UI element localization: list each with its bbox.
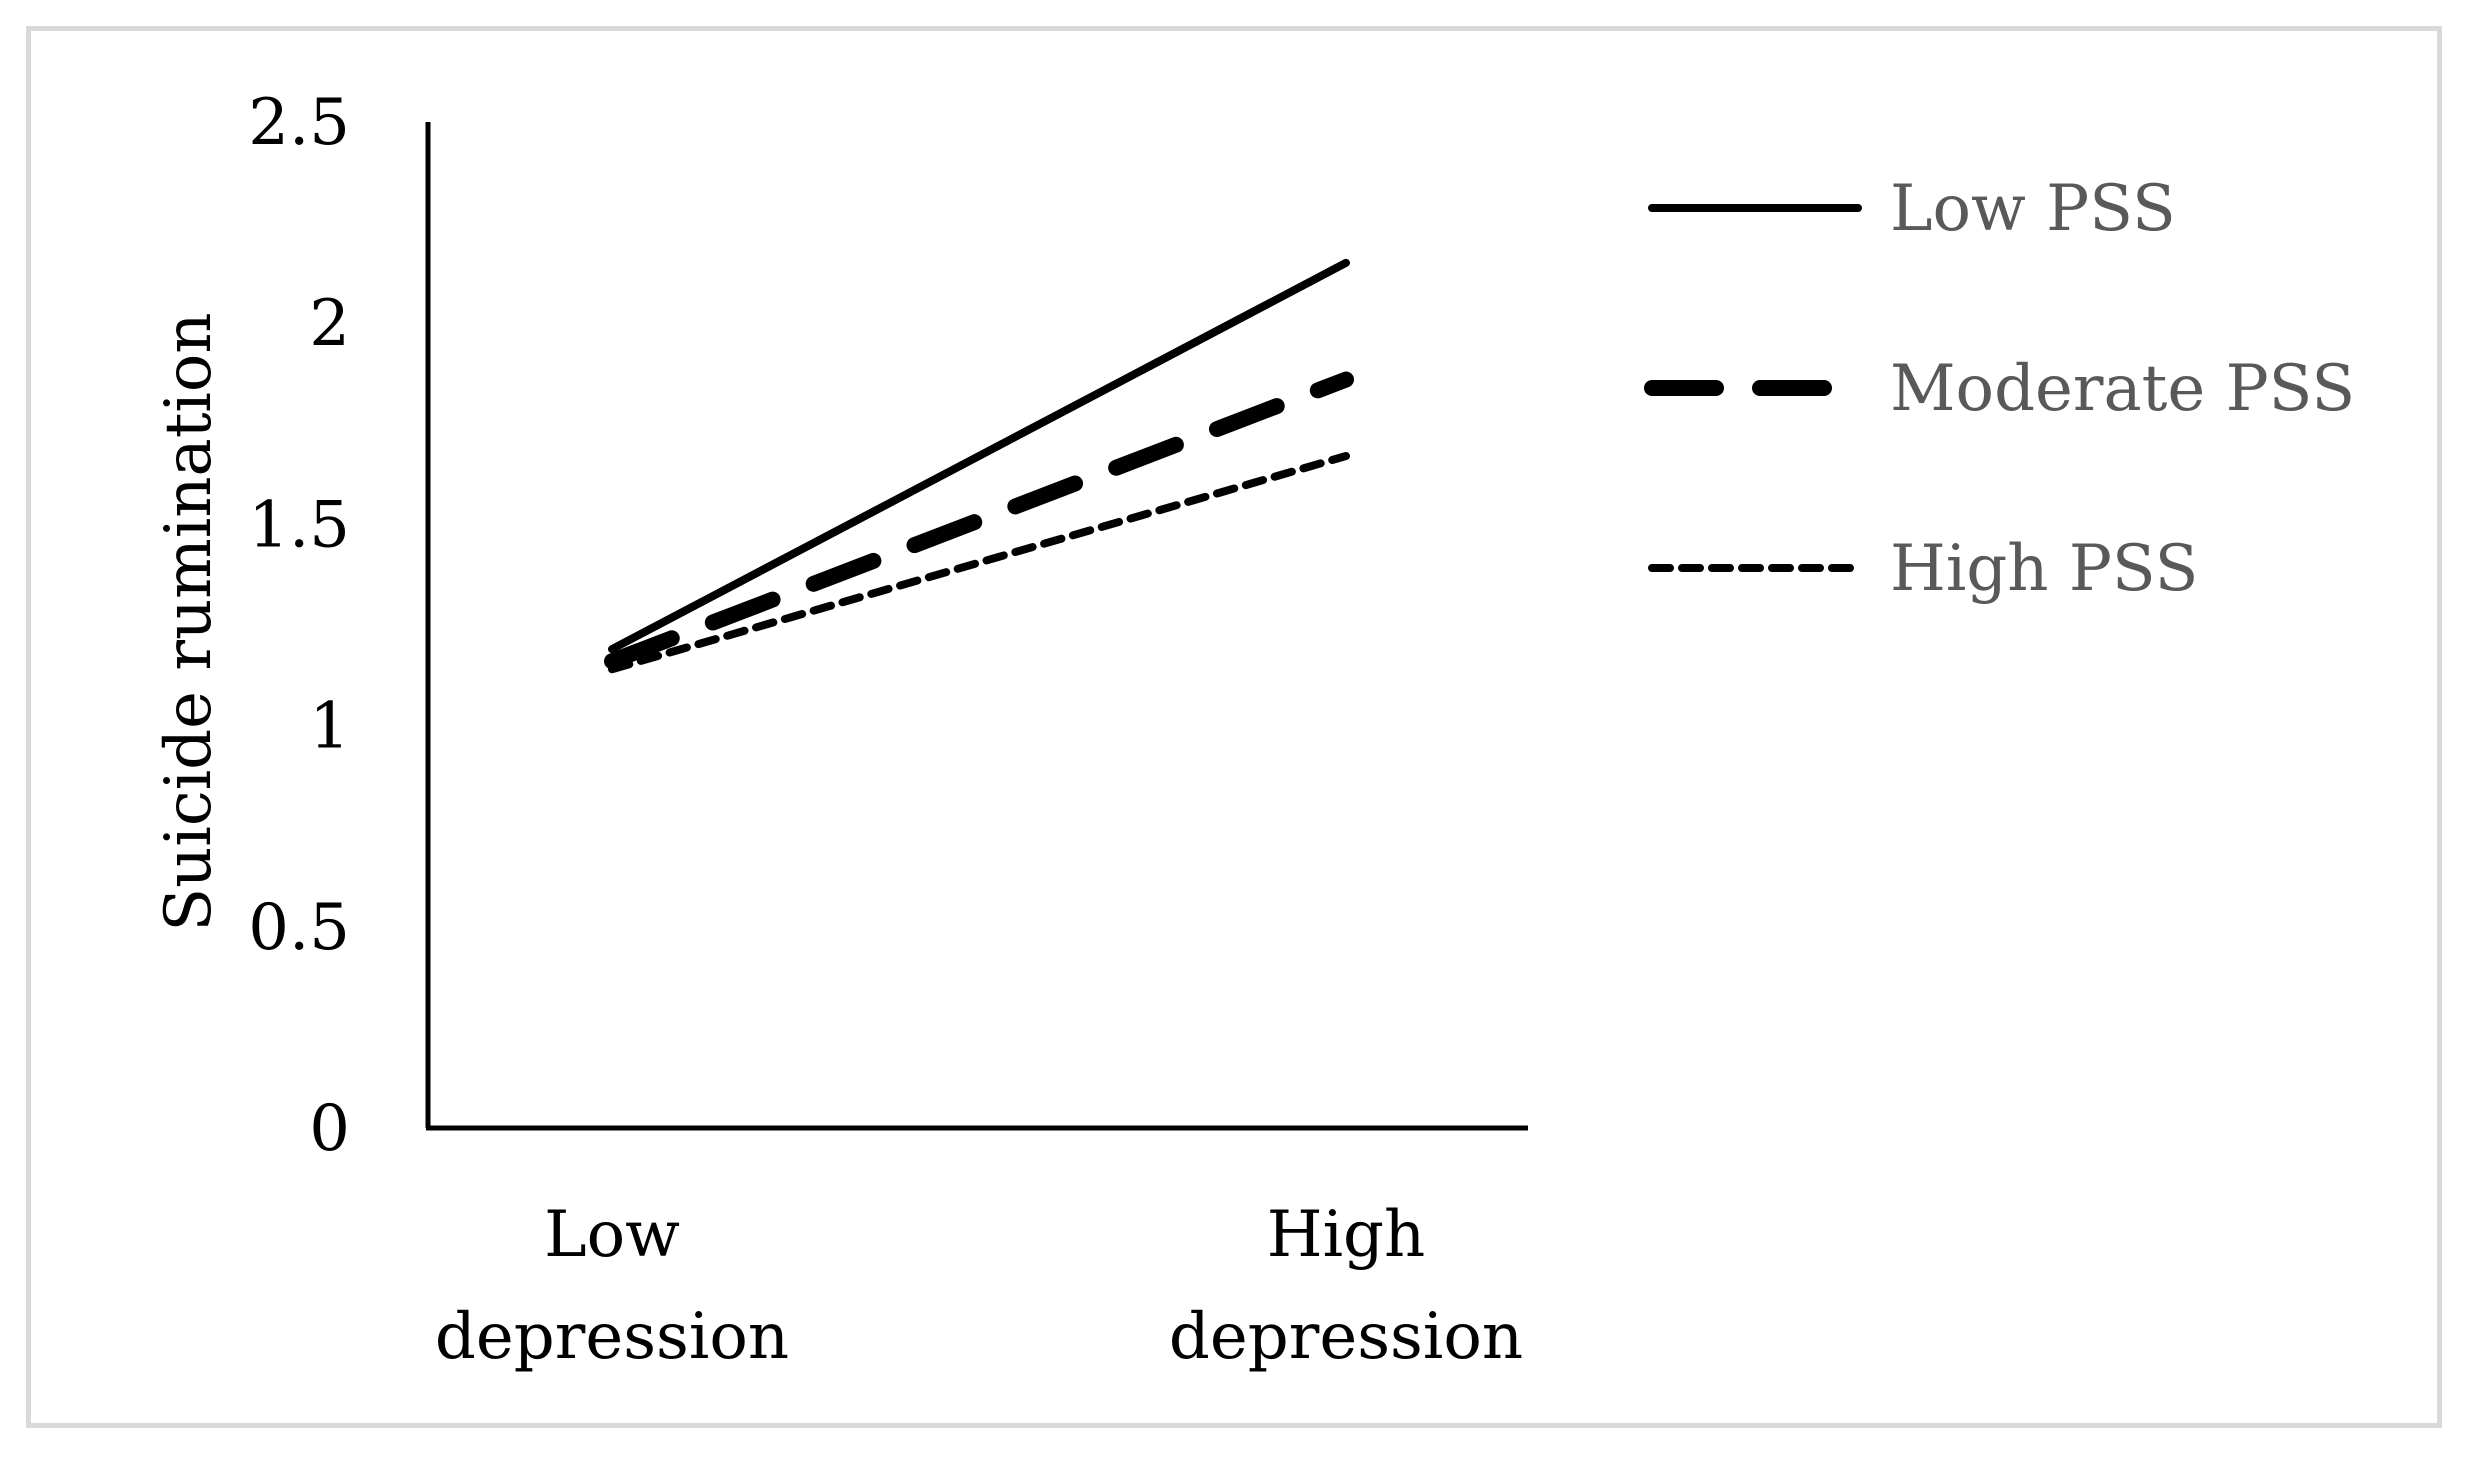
series-line [608, 451, 1350, 674]
y-tick-label: 2 [309, 287, 350, 361]
y-tick-label: 0.5 [248, 891, 350, 965]
legend: Low PSS Moderate PSS High PSS [1644, 172, 2355, 606]
series-line [604, 371, 1354, 670]
y-tick-label: 2.5 [248, 86, 350, 160]
y-tick-label: 1 [309, 690, 350, 764]
y-axis-title: Suicide rumination [152, 312, 226, 931]
series-lines [604, 258, 1354, 674]
y-tick-labels: 0 0.5 1 1.5 2 2.5 [248, 86, 350, 1166]
x-category-labels: Low depression High depression [435, 1198, 1523, 1374]
y-tick-label: 1.5 [248, 488, 350, 562]
y-tick-label: 0 [309, 1092, 350, 1166]
legend-label: Moderate PSS [1890, 352, 2355, 426]
x-category-label: High depression [1169, 1198, 1523, 1374]
series-line [608, 258, 1350, 654]
x-category-label: Low depression [435, 1198, 789, 1374]
legend-label: Low PSS [1890, 172, 2176, 246]
legend-label: High PSS [1890, 532, 2198, 606]
